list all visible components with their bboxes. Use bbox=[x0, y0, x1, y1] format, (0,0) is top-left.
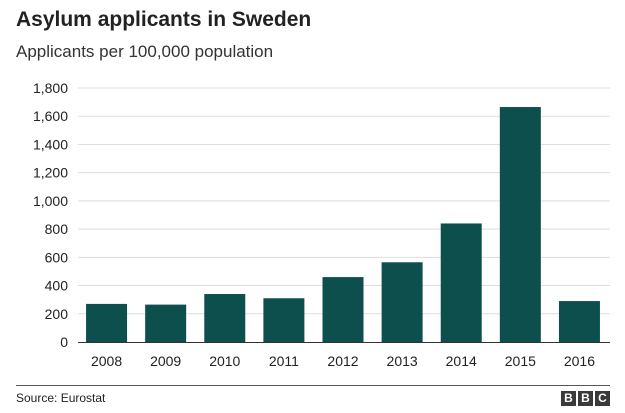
y-tick-label: 200 bbox=[45, 306, 69, 322]
x-tick-label: 2015 bbox=[505, 353, 536, 369]
y-tick-label: 0 bbox=[60, 334, 68, 350]
bar bbox=[145, 304, 187, 342]
footer-divider bbox=[16, 385, 610, 386]
x-tick-label: 2013 bbox=[387, 353, 418, 369]
bar bbox=[440, 223, 482, 342]
bar bbox=[86, 303, 128, 342]
x-tick-label: 2016 bbox=[564, 353, 595, 369]
x-tick-label: 2012 bbox=[327, 353, 358, 369]
y-tick-label: 1,800 bbox=[33, 80, 68, 96]
bar bbox=[558, 301, 600, 342]
source-note: Source: Eurostat bbox=[16, 391, 106, 405]
x-axis-ticks: 2008 2009 2010 2011 2012 2013 2014 2015 2016 bbox=[91, 353, 595, 369]
y-tick-label: 1,400 bbox=[33, 136, 68, 152]
bar bbox=[204, 294, 246, 342]
x-tick-label: 2014 bbox=[446, 353, 477, 369]
x-tick-label: 2010 bbox=[209, 353, 240, 369]
y-tick-label: 1,000 bbox=[33, 193, 68, 209]
y-axis-ticks: 0 200 400 600 800 1,000 1,200 1,400 1,600 1,800 bbox=[33, 80, 68, 350]
bar bbox=[322, 277, 364, 342]
bars bbox=[86, 107, 600, 342]
y-tick-label: 600 bbox=[45, 249, 69, 265]
x-tick-label: 2009 bbox=[150, 353, 181, 369]
bar bbox=[263, 298, 305, 342]
logo-letter: B bbox=[561, 391, 576, 406]
chart-title: Asylum applicants in Sweden bbox=[16, 8, 312, 31]
y-tick-label: 400 bbox=[45, 278, 69, 294]
logo-letter: C bbox=[595, 391, 610, 406]
bar bbox=[381, 262, 423, 342]
bar bbox=[499, 107, 541, 342]
y-tick-label: 1,200 bbox=[33, 165, 68, 181]
y-tick-label: 1,600 bbox=[33, 108, 68, 124]
y-tick-label: 800 bbox=[45, 221, 69, 237]
x-tick-label: 2008 bbox=[91, 353, 122, 369]
bbc-logo: B B C bbox=[561, 391, 610, 406]
chart-subtitle: Applicants per 100,000 population bbox=[16, 42, 274, 61]
logo-letter: B bbox=[578, 391, 593, 406]
bar-chart: 0 200 400 600 800 1,000 1,200 1,400 1,600 1,800 2… bbox=[33, 80, 610, 369]
x-tick-label: 2011 bbox=[269, 353, 299, 369]
